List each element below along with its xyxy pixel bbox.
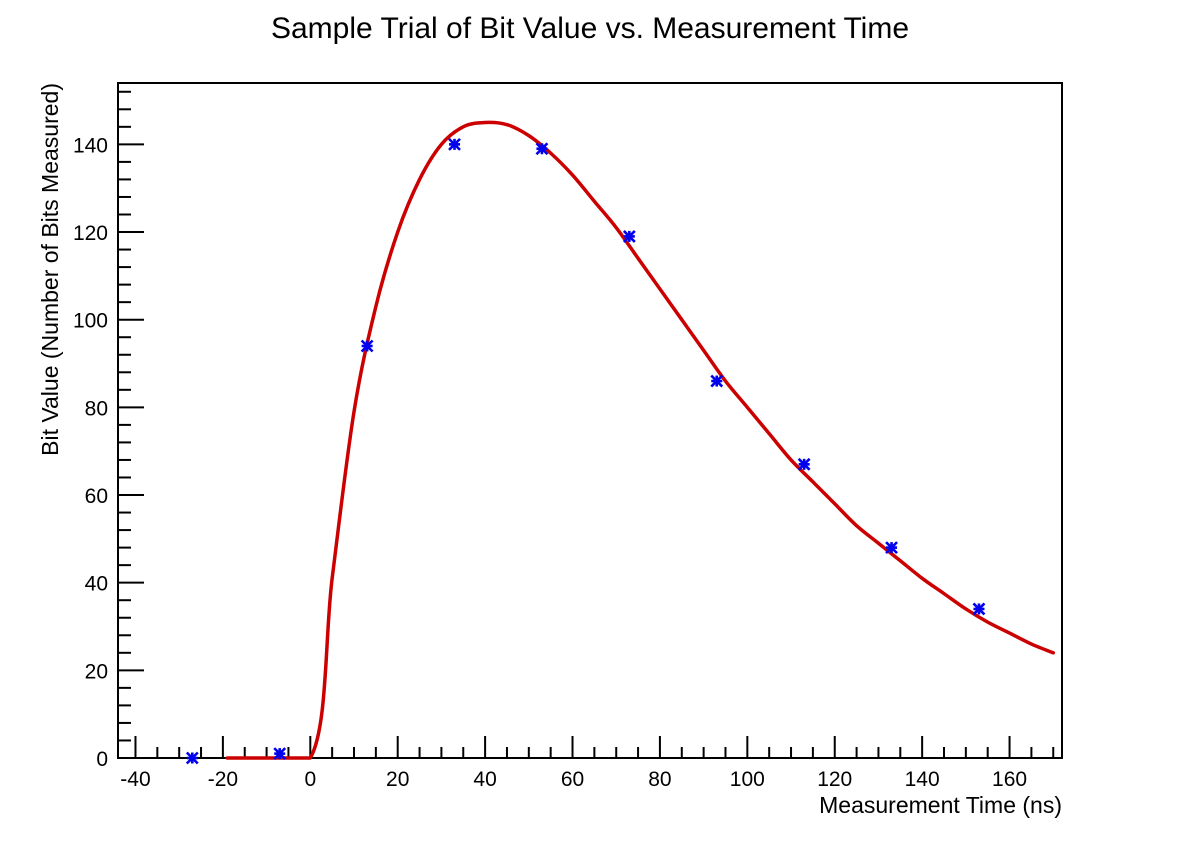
y-tick-label: 140 xyxy=(73,134,108,157)
x-tick-label: -40 xyxy=(120,768,150,791)
y-tick-label: 120 xyxy=(73,222,108,245)
data-point xyxy=(710,374,724,388)
plot-frame xyxy=(117,82,1063,759)
x-tick-label: 100 xyxy=(730,768,765,791)
axes: -40 -20 0 20 40 60 80 100 120 140 160 0 20 40 60 80 100 1… xyxy=(73,82,1063,791)
data-point xyxy=(448,137,461,151)
data-point xyxy=(273,747,287,761)
data-point xyxy=(535,142,549,156)
x-tick-label: 20 xyxy=(386,768,409,791)
y-tick-label: 20 xyxy=(85,660,108,683)
data-point xyxy=(185,751,199,765)
y-tick-label: 100 xyxy=(73,310,108,333)
x-tick-label: 80 xyxy=(648,768,671,791)
fit-curve-layer xyxy=(225,120,1056,760)
fit-curve xyxy=(225,120,1056,760)
data-point xyxy=(797,457,811,471)
x-tick-label: 120 xyxy=(817,768,852,791)
data-point xyxy=(885,541,898,555)
x-tick-label: 40 xyxy=(473,768,496,791)
x-tick-label: 160 xyxy=(992,768,1027,791)
y-axis-label: Bit Value (Number of Bits Measured) xyxy=(37,83,63,456)
data-point xyxy=(622,229,636,243)
y-tick-label: 0 xyxy=(96,748,108,771)
x-tick-label: 60 xyxy=(561,768,584,791)
x-tick-label: 140 xyxy=(905,768,940,791)
y-tick-label: 40 xyxy=(85,573,108,596)
y-tick-label: 80 xyxy=(85,397,108,420)
data-point xyxy=(360,339,374,353)
x-tick-label: -20 xyxy=(208,768,238,791)
data-points-layer xyxy=(185,137,986,765)
x-tick-label: 0 xyxy=(304,768,316,791)
data-point xyxy=(972,602,986,616)
chart-title: Sample Trial of Bit Value vs. Measuremen… xyxy=(271,12,909,45)
x-axis-label: Measurement Time (ns) xyxy=(819,792,1062,818)
y-tick-label: 60 xyxy=(85,485,108,508)
